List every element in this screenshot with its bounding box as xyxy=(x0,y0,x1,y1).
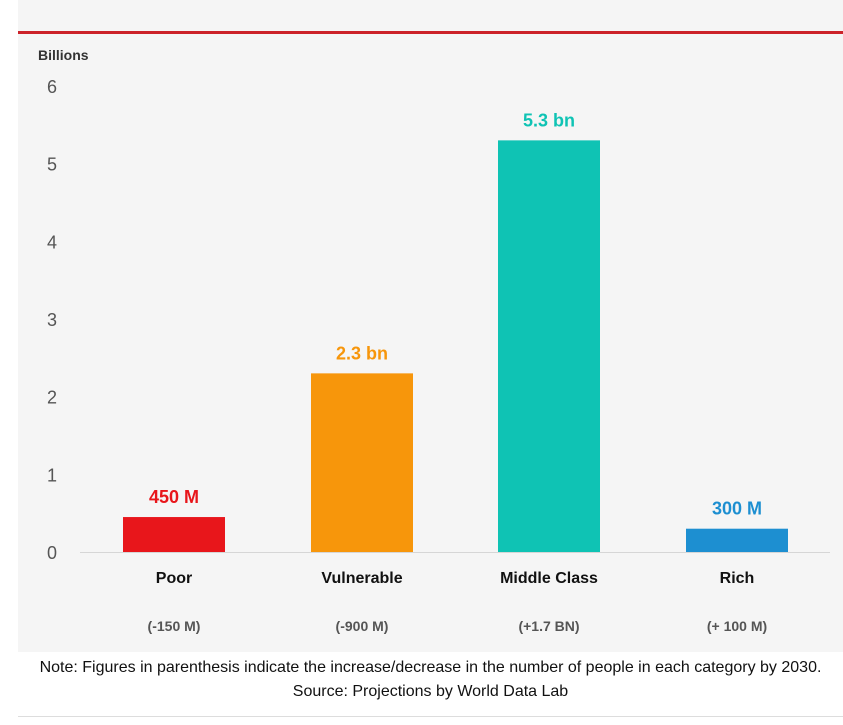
y-tick-label: 2 xyxy=(47,388,57,408)
bar xyxy=(498,140,600,552)
bar-value-label: 450 M xyxy=(149,487,199,507)
bar xyxy=(311,373,413,552)
change-label: (-150 M) xyxy=(148,618,201,634)
bar xyxy=(686,528,788,552)
y-tick-label: 3 xyxy=(47,310,57,330)
x-category-label: Rich xyxy=(720,570,755,587)
chart-note: Note: Figures in parenthesis indicate th… xyxy=(39,659,822,700)
x-category-label: Poor xyxy=(156,570,192,587)
bar xyxy=(123,517,225,552)
change-label: (+ 100 M) xyxy=(707,618,767,634)
bar-value-label: 300 M xyxy=(712,499,762,519)
x-category-label: Middle Class xyxy=(500,570,598,587)
bar-value-label: 2.3 bn xyxy=(336,343,388,363)
change-label: (+1.7 BN) xyxy=(518,618,579,634)
bottom-rule xyxy=(18,716,843,717)
bar-value-label: 5.3 bn xyxy=(523,110,575,130)
y-tick-label: 4 xyxy=(47,232,57,252)
y-tick-label: 1 xyxy=(47,465,57,485)
x-category-label: Vulnerable xyxy=(321,570,402,587)
bar-chart: 0 1 2 3 4 5 6 450 M Poor (-150 M) 2.3 bn Vulnerable… xyxy=(47,77,830,634)
top-rule xyxy=(18,31,843,34)
y-tick-label: 5 xyxy=(47,155,57,175)
change-label: (-900 M) xyxy=(336,618,389,634)
y-axis-unit-label: Billions xyxy=(38,47,89,63)
y-tick-label: 0 xyxy=(47,543,57,563)
y-tick-label: 6 xyxy=(47,77,57,97)
